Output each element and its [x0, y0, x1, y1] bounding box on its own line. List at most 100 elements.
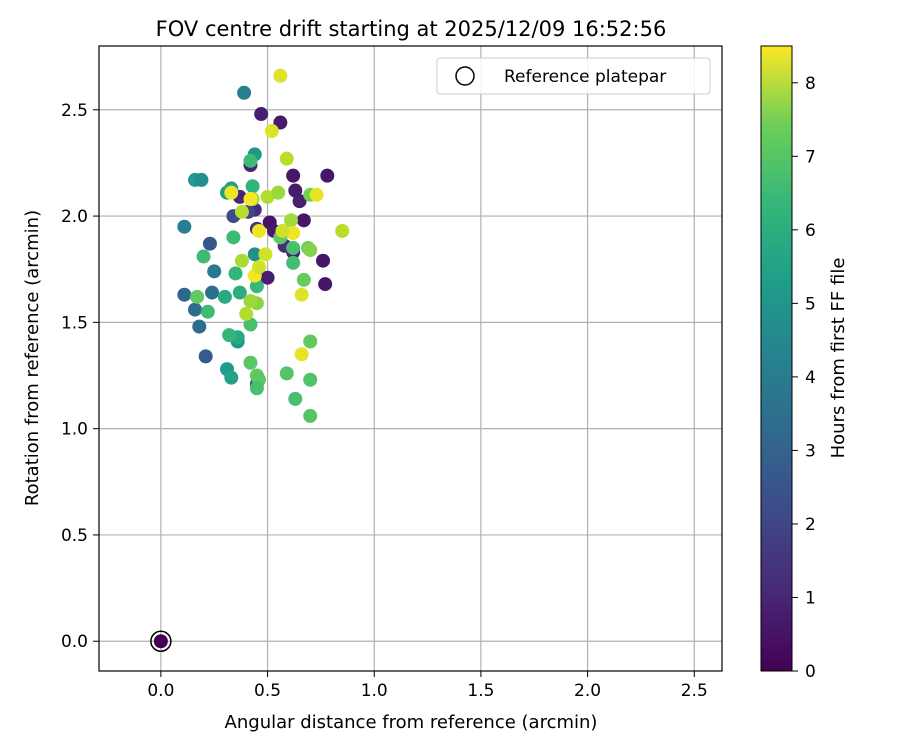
scatter-point: [234, 253, 249, 268]
scatter-point: [207, 264, 222, 279]
grid-lines: [99, 46, 722, 671]
scatter-point: [316, 253, 331, 268]
scatter-point: [279, 366, 294, 381]
legend: Reference platepar: [436, 57, 711, 95]
scatter-points: [177, 68, 350, 423]
scatter-point: [303, 408, 318, 423]
scatter-point: [335, 223, 350, 238]
scatter-point: [303, 243, 318, 258]
scatter-point: [200, 304, 215, 319]
scatter-point: [288, 391, 303, 406]
scatter-point: [284, 213, 299, 228]
legend-marker-open-circle: [455, 66, 475, 86]
scatter-point: [294, 287, 309, 302]
scatter-point: [296, 213, 311, 228]
scatter-point: [188, 302, 203, 317]
scatter-point: [177, 287, 192, 302]
scatter-point: [254, 107, 269, 122]
colorbar: 0 1 2 3 4 5 6 7 8 Hours from first FF file: [760, 45, 849, 682]
scatter-point: [320, 168, 335, 183]
colorbar-tick-label: 0: [805, 662, 816, 682]
scatter-point: [243, 355, 258, 370]
scatter-point: [296, 272, 311, 287]
scatter-point: [198, 349, 213, 364]
scatter-point: [234, 204, 249, 219]
scatter-point: [247, 247, 262, 262]
legend-entry-label: Reference platepar: [504, 67, 666, 87]
colorbar-gradient: [760, 45, 793, 672]
scatter-point: [177, 219, 192, 234]
scatter-point: [222, 328, 237, 343]
scatter-point: [243, 317, 258, 332]
y-tick-label: 2.5: [61, 101, 88, 121]
colorbar-tick-label: 3: [805, 441, 816, 461]
scatter-point: [286, 168, 301, 183]
x-tick-label: 1.5: [467, 681, 494, 701]
reference-point-ring: [150, 630, 172, 652]
scatter-point: [303, 372, 318, 387]
scatter-point: [239, 306, 254, 321]
scatter-point: [243, 294, 258, 309]
scatter-point: [260, 270, 275, 285]
legend-box: [436, 57, 711, 95]
scatter-point: [243, 192, 258, 207]
y-tick-label: 0.0: [61, 632, 88, 652]
colorbar-tick-label: 7: [805, 147, 816, 167]
scatter-point: [275, 223, 290, 238]
x-tick-label: 1.0: [361, 681, 388, 701]
scatter-point: [292, 194, 307, 209]
y-tick-label: 0.5: [61, 526, 88, 546]
colorbar-tick-label: 6: [805, 221, 816, 241]
scatter-point: [190, 289, 205, 304]
scatter-point: [273, 68, 288, 83]
y-tick-label: 2.0: [61, 207, 88, 227]
y-tick-labels: 0.0 0.5 1.0 1.5 2.0 2.5: [61, 101, 99, 652]
scatter-point: [318, 277, 333, 292]
scatter-point: [271, 185, 286, 200]
colorbar-tick-label: 5: [805, 294, 816, 314]
reference-marker: [150, 630, 172, 652]
scatter-point: [194, 172, 209, 187]
scatter-point: [237, 85, 252, 100]
plot-frame: [98, 45, 723, 672]
scatter-point: [243, 153, 258, 168]
scatter-point: [286, 240, 301, 255]
x-axis-label: Angular distance from reference (arcmin): [225, 712, 598, 733]
scatter-point: [294, 347, 309, 362]
scatter-point: [286, 255, 301, 270]
colorbar-label: Hours from first FF file: [828, 258, 849, 459]
x-tick-label: 0.5: [254, 681, 281, 701]
scatter-point: [245, 179, 260, 194]
scatter-point: [309, 187, 324, 202]
scatter-point: [224, 185, 239, 200]
reference-point-fill: [153, 634, 168, 649]
scatter-point: [258, 247, 273, 262]
scatter-point: [217, 289, 232, 304]
y-tick-label: 1.0: [61, 420, 88, 440]
scatter-point: [260, 189, 275, 204]
scatter-point: [228, 266, 243, 281]
scatter-point: [232, 285, 247, 300]
colorbar-tick-label: 2: [805, 515, 816, 535]
colorbar-tick-label: 8: [805, 74, 816, 94]
x-tick-labels: 0.0 0.5 1.0 1.5 2.0 2.5: [147, 671, 708, 701]
scatter-point: [279, 151, 294, 166]
colorbar-tick-label: 4: [805, 368, 816, 388]
scatter-point: [224, 370, 239, 385]
y-axis-label: Rotation from reference (arcmin): [22, 210, 43, 506]
scatter-point: [264, 124, 279, 139]
scatter-point: [288, 183, 303, 198]
scatter-point: [286, 226, 301, 241]
colorbar-tick-labels: 0 1 2 3 4 5 6 7 8: [792, 74, 816, 682]
scatter-point: [252, 260, 267, 275]
scatter-point: [273, 115, 288, 130]
x-tick-label: 2.0: [574, 681, 601, 701]
chart-title: FOV centre drift starting at 2025/12/09 …: [156, 17, 667, 41]
scatter-point: [249, 279, 264, 294]
scatter-point: [205, 285, 220, 300]
x-tick-label: 2.5: [681, 681, 708, 701]
scatter-point: [226, 230, 241, 245]
x-tick-label: 0.0: [147, 681, 174, 701]
scatter-point: [249, 381, 264, 396]
